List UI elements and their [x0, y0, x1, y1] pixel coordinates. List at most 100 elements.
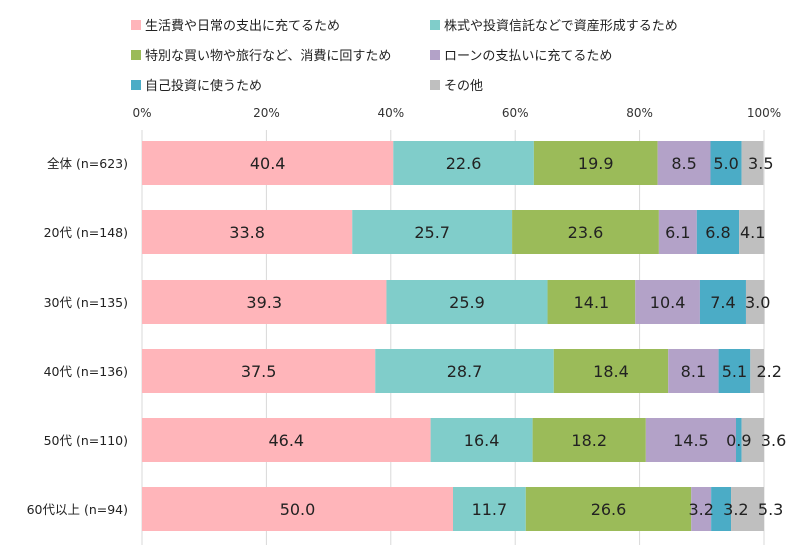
bar-segment: [645, 418, 737, 462]
data-label: 3.0: [745, 293, 770, 312]
data-label: 3.2: [723, 500, 748, 519]
data-label: 7.4: [710, 293, 735, 312]
category-label: 50代 (n=110): [44, 433, 128, 448]
data-label: 2.2: [756, 362, 781, 381]
bar-segment: [393, 141, 534, 185]
bar-segment: [699, 280, 746, 324]
legend-swatch: [131, 49, 141, 60]
legend-label: 特別な買い物や旅行など、消費に回すため: [145, 49, 392, 64]
x-tick-label: 0%: [132, 106, 151, 120]
legend-swatch: [430, 49, 440, 60]
bar-segment: [741, 141, 764, 185]
data-label: 33.8: [229, 223, 265, 242]
data-label: 6.8: [705, 223, 730, 242]
bar-segment: [745, 280, 765, 324]
data-label: 28.7: [447, 362, 483, 381]
data-label: 25.7: [414, 223, 450, 242]
bar-segment: [718, 349, 751, 393]
bar-segment: [741, 418, 764, 462]
data-label: 39.3: [246, 293, 282, 312]
bar-segment: [430, 418, 533, 462]
legend-swatch: [131, 79, 141, 90]
bar-segment: [635, 280, 700, 324]
legend-item: ローンの支払いに充てるため: [430, 45, 612, 64]
legend-item: 株式や投資信託などで資産形成するため: [430, 15, 678, 34]
bar-segment: [711, 487, 732, 531]
legend-item: その他: [430, 75, 483, 94]
data-label: 18.4: [593, 362, 629, 381]
data-label: 25.9: [449, 293, 485, 312]
data-label: 26.6: [591, 500, 627, 519]
data-label: 16.4: [464, 431, 500, 450]
data-label: 14.1: [574, 293, 610, 312]
data-label: 46.4: [268, 431, 304, 450]
bar-segment: [547, 280, 636, 324]
legend-label: 生活費や日常の支出に充てるため: [145, 19, 341, 34]
bar-segment: [710, 141, 742, 185]
x-tick-label: 100%: [747, 106, 781, 120]
data-label: 5.3: [758, 500, 783, 519]
data-label: 5.1: [722, 362, 747, 381]
bar-segment: [739, 210, 765, 254]
bar-segment: [532, 418, 646, 462]
x-tick-label: 20%: [253, 106, 280, 120]
data-label: 14.5: [673, 431, 709, 450]
bar-segment: [142, 280, 387, 324]
x-tick-label: 80%: [626, 106, 653, 120]
bar-segment: [657, 141, 711, 185]
bar-segment: [736, 418, 742, 462]
bar-segment: [668, 349, 719, 393]
data-label: 22.6: [446, 154, 482, 173]
bar-segment: [386, 280, 548, 324]
data-label: 6.1: [665, 223, 690, 242]
bar-segment: [453, 487, 526, 531]
bar-segment: [142, 418, 431, 462]
legend-label: ローンの支払いに充てるため: [444, 49, 613, 64]
data-label: 3.2: [688, 500, 713, 519]
data-label: 0.9: [726, 431, 751, 450]
bar-segment: [658, 210, 697, 254]
bar-segment: [352, 210, 513, 254]
bar-segment: [142, 210, 353, 254]
data-label: 37.5: [241, 362, 277, 381]
bar-segment: [512, 210, 659, 254]
bar-segment: [750, 349, 764, 393]
bar-segment: [142, 487, 453, 531]
legend-label: 株式や投資信託などで資産形成するため: [444, 19, 678, 34]
x-tick-label: 60%: [502, 106, 529, 120]
data-label: 5.0: [713, 154, 738, 173]
category-label: 60代以上 (n=94): [27, 502, 128, 517]
bar-segment: [691, 487, 712, 531]
category-label: 全体 (n=623): [47, 156, 128, 171]
bar-segment: [142, 349, 376, 393]
data-label: 11.7: [472, 500, 508, 519]
data-label: 19.9: [578, 154, 614, 173]
data-label: 4.1: [740, 223, 765, 242]
legend-item: 自己投資に使うため: [131, 75, 262, 94]
data-label: 3.5: [748, 154, 773, 173]
data-label: 50.0: [280, 500, 316, 519]
bar-segment: [142, 141, 394, 185]
data-label: 18.2: [571, 431, 607, 450]
bar-segment: [533, 141, 658, 185]
category-label: 20代 (n=148): [44, 225, 128, 240]
bar-segment: [525, 487, 692, 531]
data-label: 8.1: [681, 362, 706, 381]
legend-swatch: [131, 19, 141, 30]
bar-segment: [553, 349, 669, 393]
data-label: 40.4: [250, 154, 286, 173]
category-label: 30代 (n=135): [44, 295, 128, 310]
legend-item: 生活費や日常の支出に充てるため: [131, 15, 340, 34]
data-label: 10.4: [650, 293, 686, 312]
legend-swatch: [430, 19, 440, 30]
data-label: 3.6: [761, 431, 786, 450]
data-label: 23.6: [568, 223, 604, 242]
legend-label: 自己投資に使うため: [145, 79, 263, 94]
bar-segment: [696, 210, 740, 254]
data-label: 8.5: [671, 154, 696, 173]
legend-item: 特別な買い物や旅行など、消費に回すため: [131, 45, 391, 64]
x-tick-label: 40%: [377, 106, 404, 120]
legend-swatch: [430, 79, 440, 90]
